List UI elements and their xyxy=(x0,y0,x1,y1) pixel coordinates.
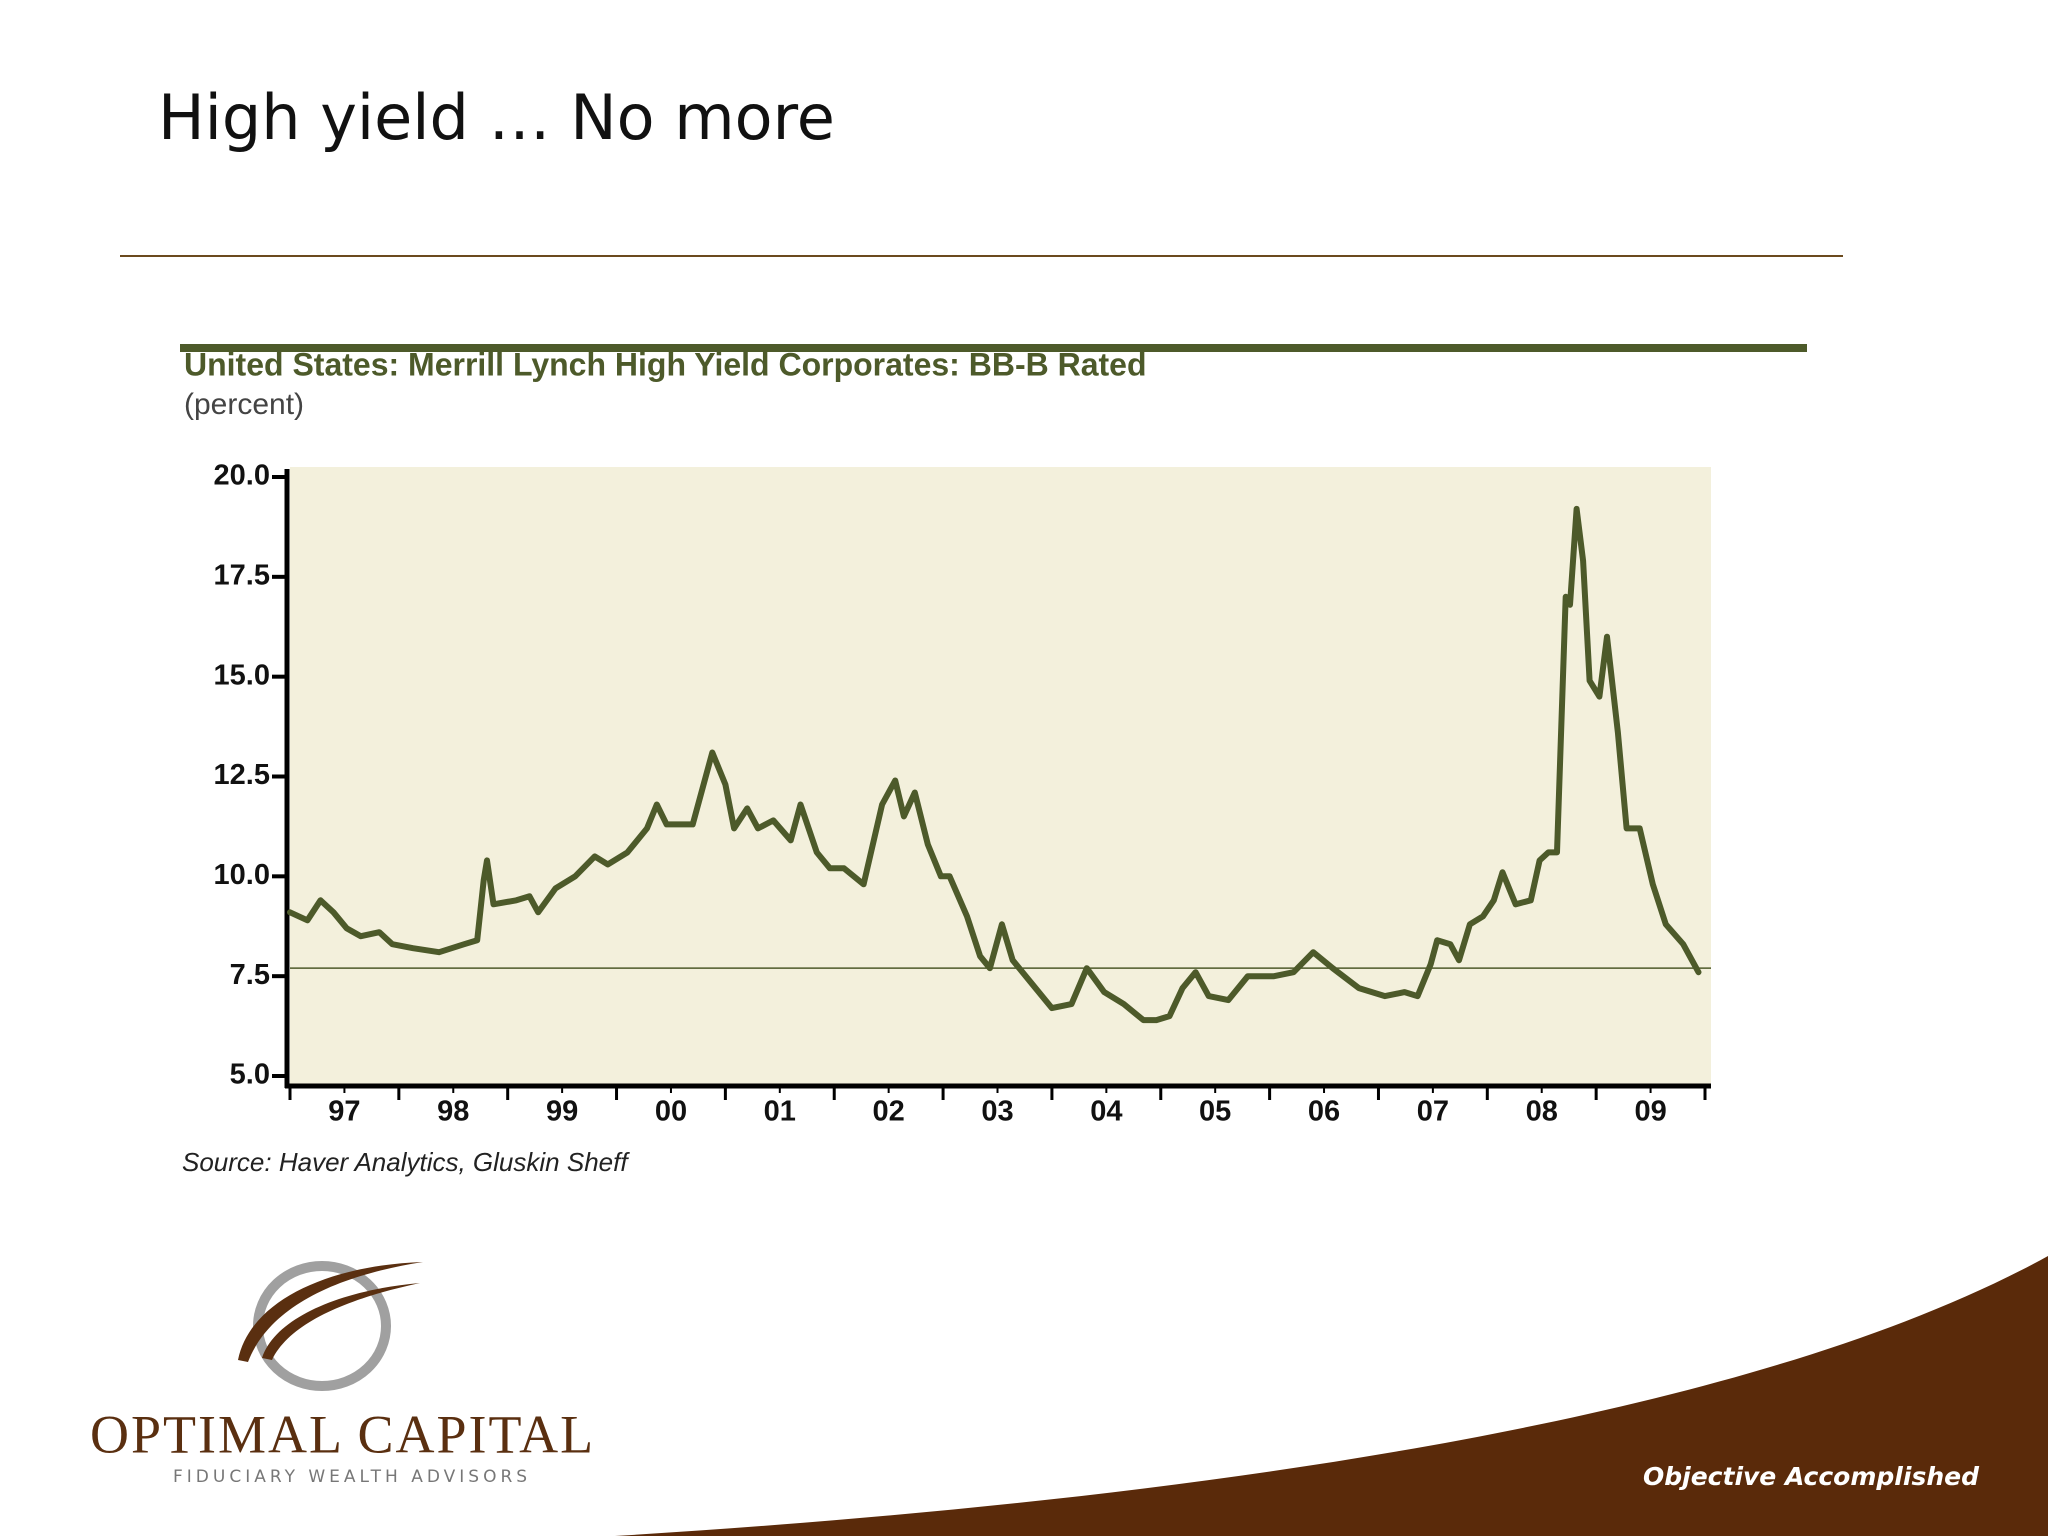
series-line xyxy=(287,505,1702,1024)
x-tick-label: 04 xyxy=(1090,1096,1122,1128)
x-tick-label: 06 xyxy=(1308,1096,1340,1128)
chart-top-bar xyxy=(180,344,1807,352)
chart-subtitle: (percent) xyxy=(184,388,304,421)
y-tick-label: 7.5 xyxy=(230,959,270,991)
x-tick-label: 98 xyxy=(437,1096,469,1128)
y-tick-label: 12.5 xyxy=(214,759,270,791)
y-tick-label: 15.0 xyxy=(214,659,270,691)
slide-title: High yield … No more xyxy=(158,81,835,154)
x-tick-label: 03 xyxy=(981,1096,1013,1128)
plot-area xyxy=(290,467,1711,1087)
logo-name: Optimal Capital xyxy=(90,1404,595,1464)
x-tick-label: 05 xyxy=(1199,1096,1231,1128)
x-tick-label: 02 xyxy=(873,1096,905,1128)
x-tick-label: 99 xyxy=(546,1096,578,1128)
chart-source: Source: Haver Analytics, Gluskin Sheff xyxy=(182,1147,630,1177)
x-tick-label: 00 xyxy=(655,1096,687,1128)
plot: 20.0 17.5 15.0 12.5 10.0 7.5 5.0 97 98 99 00 01 02 03… xyxy=(214,460,1711,1128)
logo-swoosh xyxy=(262,1283,420,1360)
slogan: Objective Accomplished xyxy=(1643,1462,1980,1491)
x-tick-label: 97 xyxy=(328,1096,360,1128)
y-tick-label: 10.0 xyxy=(214,859,270,891)
y-tick-label: 20.0 xyxy=(214,460,270,492)
logo-swoosh xyxy=(238,1262,423,1362)
footer-wave xyxy=(615,1256,2048,1536)
x-tick-label: 07 xyxy=(1417,1096,1449,1128)
chart-title: United States: Merrill Lynch High Yield … xyxy=(184,346,1147,382)
y-tick-label: 17.5 xyxy=(214,559,270,591)
y-tick-label: 5.0 xyxy=(230,1059,270,1091)
logo: Optimal Capital FIDUCIARY WEALTH ADVISOR… xyxy=(90,1261,595,1487)
x-tick-label: 08 xyxy=(1526,1096,1558,1128)
logo-tagline: FIDUCIARY WEALTH ADVISORS xyxy=(173,1467,531,1487)
x-tick-label: 01 xyxy=(764,1096,796,1128)
x-tick-label: 09 xyxy=(1634,1096,1666,1128)
